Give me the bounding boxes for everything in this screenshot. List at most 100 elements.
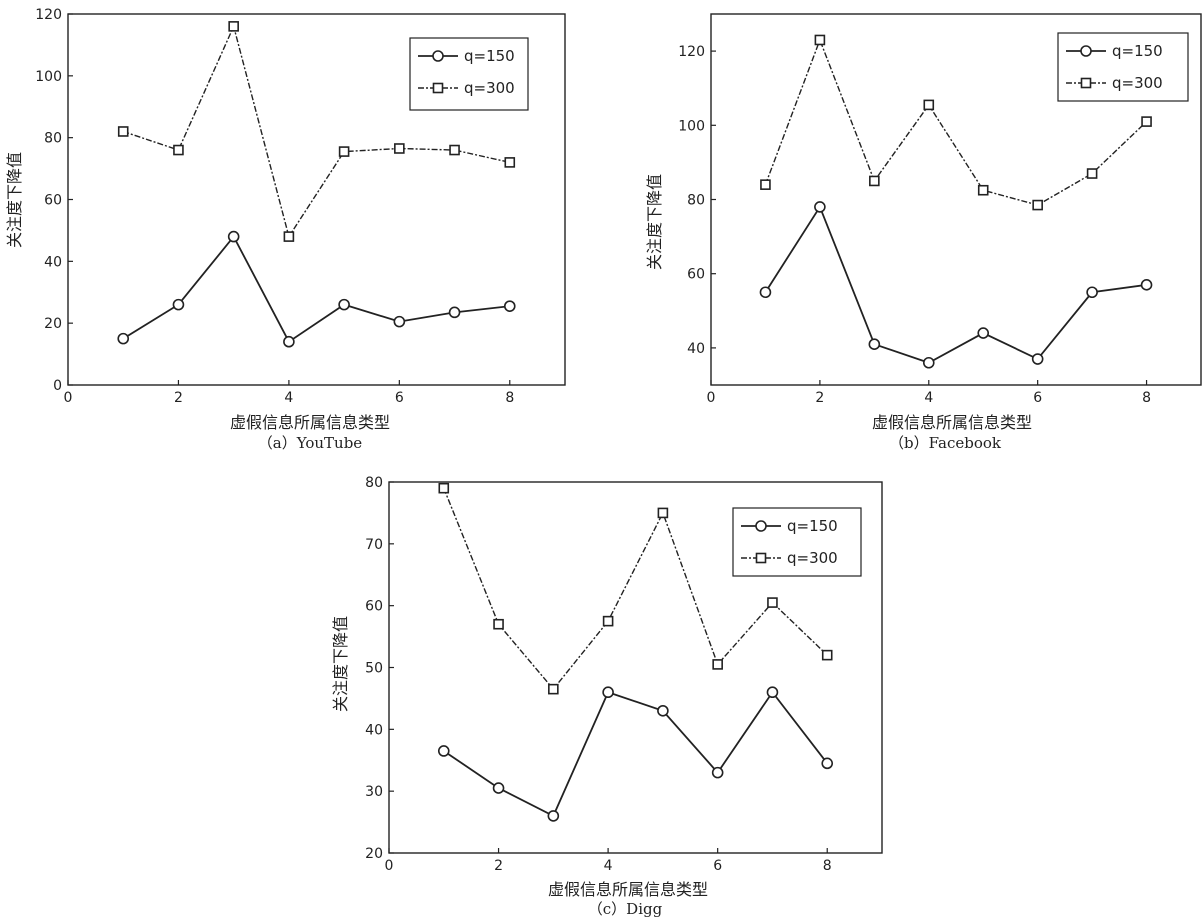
legend-marker-q=300 [432, 82, 444, 94]
data-point-q=150-3 [547, 810, 560, 822]
data-point-q=300-5 [338, 146, 350, 157]
x-tick-label: 6 [1033, 390, 1042, 406]
data-point-q=150-1 [759, 286, 772, 299]
y-tick-label: 0 [53, 378, 62, 394]
y-tick-label: 60 [365, 599, 383, 615]
series-line-q=150 [122, 234, 510, 344]
x-axis-label: 虚假信息所属信息类型 [872, 413, 1032, 432]
x-tick-label: 8 [1142, 390, 1151, 406]
data-point-q=150-2 [814, 201, 826, 213]
legend-box [409, 37, 529, 111]
legend-marker-q=150 [755, 520, 767, 532]
data-point-q=300-3 [869, 175, 880, 187]
y-tick-label: 40 [687, 341, 705, 357]
data-point-q=150-4 [922, 356, 935, 369]
series-line-q=150 [764, 204, 1147, 364]
chart-panel-3: 0 2 4 6 8 20 30 40 50 60 70 80 虚假信息所属信息类型 关注度下降值 （c）Di… [331, 475, 883, 918]
legend-marker-q=300 [755, 552, 767, 564]
panel-caption: （c）Digg [588, 900, 663, 918]
data-point-q=300-6 [394, 143, 405, 154]
legend-label: q=300 [464, 79, 515, 97]
legend-marker-q=150 [432, 50, 444, 62]
x-tick-label: 4 [284, 390, 293, 406]
legend-label: q=300 [787, 549, 838, 567]
series-line-q=300 [122, 24, 510, 239]
x-tick-label: 6 [713, 858, 722, 874]
data-point-q=300-4 [923, 99, 935, 111]
series-line-q=300 [764, 38, 1148, 206]
legend-box [1057, 32, 1189, 102]
data-point-q=300-2 [814, 34, 826, 46]
data-point-q=300-6 [1032, 199, 1043, 211]
data-point-q=150-2 [492, 782, 505, 794]
data-point-q=150-7 [448, 306, 461, 319]
data-point-q=300-2 [493, 618, 504, 630]
data-point-q=300-4 [283, 231, 295, 242]
y-tick-label: 100 [678, 118, 705, 134]
y-tick-label: 120 [678, 44, 705, 60]
data-point-q=150-5 [657, 704, 669, 717]
data-point-q=300-1 [117, 126, 129, 137]
y-tick-label: 40 [44, 254, 62, 270]
x-tick-label: 0 [64, 390, 73, 406]
panel-caption: （b）Facebook [889, 434, 1002, 452]
y-tick-label: 40 [365, 722, 383, 738]
data-point-q=150-8 [503, 300, 516, 312]
legend-label: q=150 [787, 517, 838, 535]
chart-panel-2: 0 2 4 6 8 40 60 80 100 120 虚假信息所属信息类型 关注度下降值 （b）Face… [645, 13, 1202, 452]
series-line-q=150 [443, 690, 828, 818]
data-point-q=150-5 [338, 298, 350, 311]
x-tick-label: 8 [823, 858, 832, 874]
data-point-q=300-7 [449, 144, 460, 156]
data-point-q=150-7 [766, 686, 779, 699]
data-point-q=150-4 [283, 335, 295, 348]
y-tick-label: 60 [687, 267, 705, 283]
data-point-q=150-4 [602, 686, 614, 699]
data-point-q=150-8 [1140, 279, 1153, 291]
y-tick-label: 80 [365, 475, 383, 491]
y-tick-label: 20 [44, 316, 62, 332]
x-tick-label: 2 [815, 390, 824, 406]
data-point-q=300-6 [712, 659, 723, 670]
x-tick-label: 0 [385, 858, 394, 874]
data-point-q=300-7 [767, 597, 778, 608]
panel-caption: （a）YouTube [258, 434, 363, 452]
data-point-q=300-7 [1086, 168, 1098, 179]
data-point-q=150-6 [711, 766, 724, 779]
x-tick-label: 6 [395, 390, 404, 406]
data-point-q=150-6 [1031, 353, 1044, 365]
data-point-q=150-7 [1086, 286, 1098, 299]
legend-marker-q=150 [1080, 45, 1092, 57]
x-tick-label: 0 [707, 390, 716, 406]
data-point-q=150-2 [172, 298, 185, 311]
y-tick-label: 50 [365, 661, 383, 677]
data-point-q=300-2 [173, 144, 184, 156]
legend-label: q=300 [1112, 74, 1163, 92]
y-axis-label: 关注度下降值 [645, 174, 664, 270]
data-point-q=150-6 [393, 315, 406, 328]
y-tick-label: 60 [44, 193, 62, 209]
data-point-q=300-1 [438, 482, 450, 494]
series-line-q=300 [443, 487, 828, 691]
data-point-q=150-1 [437, 745, 450, 757]
x-tick-label: 2 [174, 390, 183, 406]
y-tick-label: 80 [687, 193, 705, 209]
data-point-q=150-3 [227, 230, 240, 243]
legend-marker-q=300 [1080, 77, 1092, 89]
data-point-q=300-1 [760, 179, 771, 190]
y-tick-label: 70 [365, 537, 383, 553]
data-point-q=300-5 [977, 184, 989, 196]
y-tick-label: 100 [35, 69, 62, 85]
y-tick-label: 20 [365, 846, 383, 862]
x-tick-label: 4 [604, 858, 613, 874]
x-axis-label: 虚假信息所属信息类型 [548, 880, 708, 899]
data-point-q=300-8 [504, 157, 516, 168]
data-point-q=300-3 [228, 21, 239, 32]
y-tick-label: 80 [44, 131, 62, 147]
data-point-q=150-3 [868, 338, 881, 350]
y-axis-label: 关注度下降值 [331, 616, 350, 712]
data-point-q=300-8 [821, 649, 833, 661]
data-point-q=150-5 [977, 327, 990, 339]
data-point-q=300-8 [1141, 116, 1152, 127]
data-point-q=300-4 [602, 615, 614, 627]
